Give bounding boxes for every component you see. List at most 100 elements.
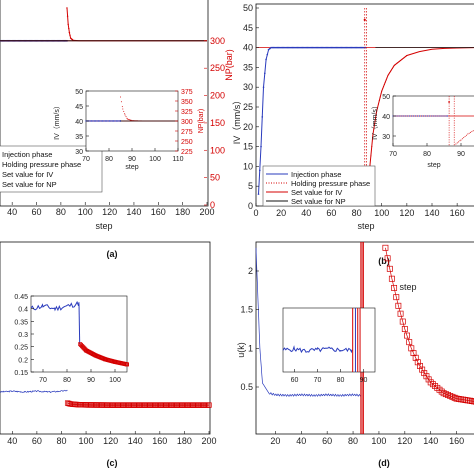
panel-b-data-point — [265, 58, 267, 61]
panel-d-x-tick-label: 80 — [348, 436, 358, 446]
panel-d-y-tick-label: 1 — [248, 343, 253, 353]
panel-a-series-line — [66, 7, 207, 42]
panel-a-y-right-ticks: 300 250 200 150 100 50 0 — [204, 36, 225, 210]
panel-b-inset-point — [402, 115, 404, 117]
panel-b-data-point — [334, 46, 337, 49]
panel-c-inset-y-tick-label: 0.15 — [14, 370, 28, 377]
panel-a-inset-point — [123, 110, 125, 112]
panel-b-inset-point — [470, 131, 472, 133]
panel-d-data-point — [455, 396, 462, 402]
panel-b-inset-point — [412, 115, 414, 117]
panel-b-data-point — [376, 110, 378, 112]
panel-b-inset-point — [463, 137, 465, 139]
panel-d-data-point — [388, 275, 395, 282]
panel-b-data-point — [390, 69, 393, 71]
panel-b-x-tick-label: 20 — [276, 208, 286, 218]
panel-b-data-point — [372, 136, 374, 138]
panel-b-data-point — [258, 169, 261, 172]
panel-b-inset-point — [467, 133, 469, 135]
panel-b-data-point — [399, 60, 401, 62]
panel-b-data-point — [329, 46, 331, 49]
panel-a-x-tick-label: 200 — [199, 207, 214, 217]
panel-d-data-point — [423, 373, 430, 380]
panel-b-data-point — [395, 63, 397, 65]
panel-b-inset-point — [437, 115, 439, 117]
panel-a-inset-y-left-tick-label: 45 — [75, 104, 83, 111]
panel-a-x-tick-label: 140 — [126, 207, 141, 217]
panel-d-data-point — [458, 396, 464, 403]
panel-d-y-tick-label: 1.5 — [240, 305, 253, 315]
panel-c-inset-y-tick-label: 0.3 — [18, 332, 28, 339]
panel-d-data-point — [466, 397, 473, 404]
panel-b-data-point — [382, 88, 384, 90]
panel-a-x-ticks: 40 60 80 100 120 140 160 180 200 — [7, 202, 215, 217]
panel-d-x-label: step — [399, 282, 416, 292]
panel-b-data-point — [260, 145, 262, 148]
panel-b-inset-point — [410, 115, 412, 117]
panel-c-inset: 70 80 90 100 0.45 0.4 0.35 0.3 0.25 0.2 0.15 — [14, 294, 129, 384]
panel-d-data-point — [395, 302, 402, 309]
panel-b-inset-y-label: IV（mm/s） — [371, 102, 379, 140]
panel-b-data-point — [396, 62, 398, 64]
panel-c-x-tick-label: 140 — [128, 436, 143, 446]
panel-b: 0 20 40 60 80 100 120 140 160 0 5 10 15 20 25 30 35 40 45… — [232, 3, 474, 266]
panel-b-data-point — [382, 86, 385, 88]
panel-b-data-point — [296, 46, 299, 49]
panel-b-inset-point — [406, 115, 408, 117]
panel-b-data-point — [282, 46, 285, 49]
panel-b-data-point — [285, 46, 287, 49]
panel-d-y-tick-label: 2 — [248, 266, 253, 276]
panel-c-data-point — [206, 402, 212, 408]
panel-b-data-point — [257, 193, 260, 195]
panel-b-y-tick-label: 30 — [243, 82, 253, 92]
panel-d-data-point — [406, 339, 413, 346]
panel-d-data-point — [414, 359, 421, 366]
panel-d-data-point — [447, 392, 454, 399]
panel-b-data-point — [301, 46, 304, 49]
panel-b-data-point — [355, 46, 358, 49]
panel-b-data-point — [358, 46, 360, 49]
panel-a-inset-y-right-tick-label: 325 — [181, 109, 193, 116]
panel-a-inset-y-right-tick-label: 375 — [181, 89, 193, 96]
panel-a-legend-item: Injection phase — [2, 150, 52, 159]
panel-d-x-tick-label: 60 — [322, 436, 332, 446]
panel-a-inset-point — [99, 120, 101, 122]
panel-a-caption: (a) — [107, 249, 118, 259]
panel-b-data-point — [401, 58, 403, 60]
panel-b-data-point — [377, 106, 379, 109]
panel-b-data-point — [352, 46, 354, 49]
panel-a-inset-point — [126, 118, 128, 120]
panel-b-inset-point — [472, 130, 474, 132]
panel-b-data-point — [270, 46, 272, 49]
panel-d-data-point — [434, 384, 441, 391]
panel-b-series — [256, 8, 474, 206]
panel-b-data-point — [406, 54, 408, 57]
panel-b-data-point — [344, 46, 347, 49]
panel-b-y-tick-label: 40 — [243, 43, 253, 53]
panel-b-data-point — [275, 46, 277, 49]
panel-d-frame — [255, 241, 474, 435]
panel-b-data-point — [405, 55, 407, 57]
panel-b-legend-item: Set value for IV — [291, 188, 342, 197]
panel-d-data-point — [436, 386, 443, 393]
panel-d-data-point — [462, 397, 469, 403]
panel-b-inset-point — [441, 115, 443, 117]
panel-a-inset-point — [122, 108, 124, 110]
panel-b-data-point — [310, 46, 313, 49]
panel-d-inset-line — [282, 345, 353, 354]
panel-a-y-right-label: NP(bar) — [224, 49, 234, 81]
panel-b-data-point — [386, 77, 388, 79]
panel-b-data-point — [346, 46, 349, 49]
panel-a-inset-y-right-tick-label: 350 — [181, 99, 193, 106]
panel-b-data-point — [319, 46, 321, 49]
panel-d-x-tick-label: 140 — [423, 436, 438, 446]
panel-a-inset-x-label: step — [125, 164, 138, 171]
panel-b-y-tick-label: 35 — [243, 62, 253, 72]
panel-b-inset-x-tick-label: 80 — [423, 151, 431, 158]
panel-c-inset-x-tick-label: 100 — [109, 377, 121, 384]
panel-b-data-point — [315, 46, 318, 49]
panel-b-data-point — [326, 46, 329, 49]
panel-a-legend-item: Set value for IV — [2, 170, 53, 179]
panel-d-x-tick-label: 120 — [397, 436, 412, 446]
panel-b-y-tick-label: 20 — [243, 122, 253, 132]
